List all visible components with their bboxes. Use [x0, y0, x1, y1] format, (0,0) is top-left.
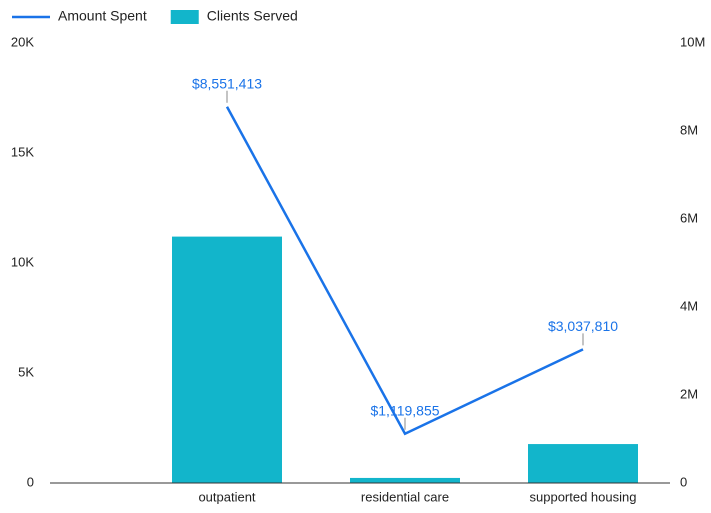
y2-tick-label: 6M — [680, 210, 698, 225]
line — [225, 106, 584, 436]
y-tick-label: 20K — [11, 34, 34, 49]
legend-swatch — [170, 10, 199, 24]
legend-label: Amount Spent — [58, 8, 147, 24]
value-label: $8,551,413 — [192, 75, 262, 91]
value-label: $1,119,855 — [370, 402, 439, 418]
y-tick-label: 15K — [11, 144, 34, 159]
x-tick-label: residential care — [361, 489, 449, 504]
x-tick-label: outpatient — [198, 489, 255, 504]
y-tick-label: 5K — [18, 364, 34, 379]
value-label: $3,037,810 — [548, 318, 618, 334]
y2-tick-label: 8M — [680, 122, 698, 137]
y-tick-label: 0 — [27, 474, 34, 489]
bar — [172, 236, 282, 483]
y2-tick-label: 4M — [680, 298, 698, 313]
y2-tick-label: 0 — [680, 474, 687, 489]
bar — [350, 477, 460, 483]
y-tick-label: 10K — [11, 254, 34, 269]
y2-tick-label: 10M — [680, 34, 705, 49]
bar — [528, 444, 638, 483]
x-tick-label: supported housing — [530, 489, 637, 504]
y2-tick-label: 2M — [680, 386, 698, 401]
legend-label: Clients Served — [207, 8, 298, 24]
